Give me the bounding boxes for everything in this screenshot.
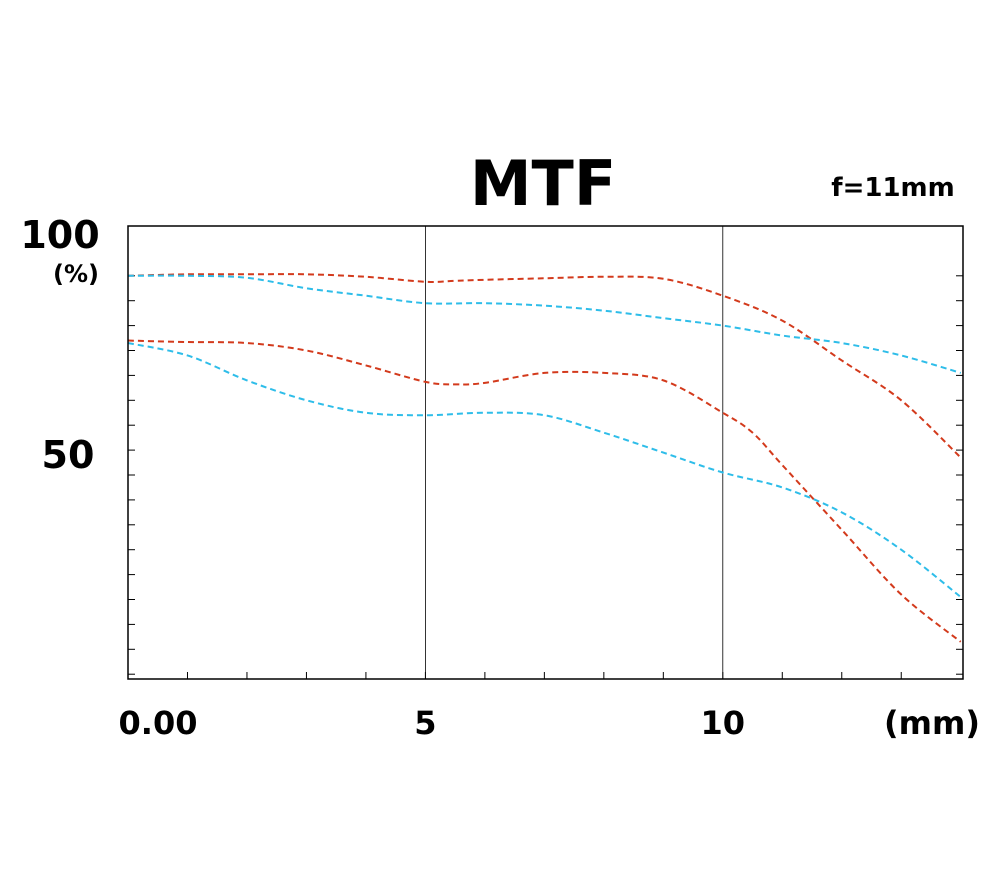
series-line-4-blue <box>127 342 962 598</box>
y-label-unit: (%) <box>53 260 99 288</box>
x-tick-label: 10 <box>701 704 746 742</box>
series-line-1-red <box>127 273 962 459</box>
x-tick-label: 0.00 <box>119 704 198 742</box>
y-label-50: 50 <box>42 433 95 477</box>
plot-frame <box>127 225 964 680</box>
y-label-100: 100 <box>20 213 99 257</box>
grid-layer <box>128 226 963 679</box>
x-tick-label: 5 <box>414 704 436 742</box>
focal-length-label: f=11mm <box>831 173 954 203</box>
x-label-unit: (mm) <box>884 704 980 742</box>
series-line-3-red <box>127 339 962 643</box>
curves-layer <box>127 273 962 643</box>
x-tick-labels: 0.00 5 10 <box>119 704 746 742</box>
chart-title: MTF <box>470 147 616 220</box>
series-line-2-blue <box>127 274 962 374</box>
